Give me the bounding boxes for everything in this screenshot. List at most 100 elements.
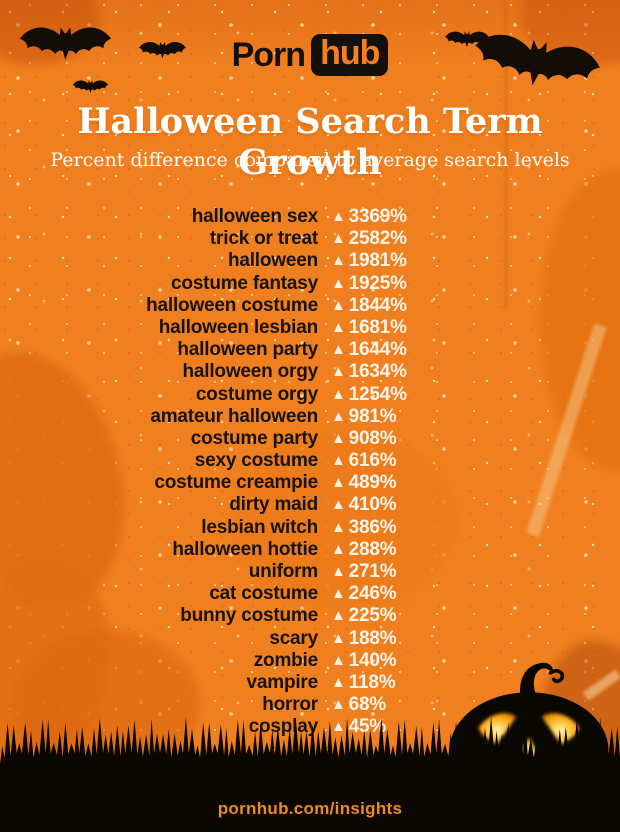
search-term-row: costume creampie ▲ 489% — [0, 472, 620, 494]
search-term-row: costume fantasy ▲ 1925% — [0, 273, 620, 295]
growth-value: ▲ 118% — [331, 671, 396, 694]
growth-percent: 2582% — [348, 228, 407, 250]
growth-value: ▲ 188% — [331, 627, 397, 650]
growth-value: ▲ 140% — [331, 649, 397, 672]
up-arrow-icon: ▲ — [331, 208, 346, 225]
growth-percent: 225% — [348, 605, 397, 627]
search-term-row: cosplay ▲ 45% — [0, 716, 620, 738]
growth-percent: 616% — [348, 450, 397, 472]
growth-value: ▲ 1254% — [331, 384, 407, 406]
growth-percent: 1644% — [348, 339, 407, 361]
search-term-row: horror ▲ 68% — [0, 694, 620, 716]
search-term-row: zombie ▲ 140% — [0, 650, 620, 672]
growth-value: ▲ 1925% — [331, 273, 407, 295]
growth-percent: 188% — [348, 627, 397, 649]
up-arrow-icon: ▲ — [331, 651, 346, 669]
search-term-label: lesbian witch — [201, 516, 318, 538]
pornhub-logo: Porn hub — [0, 34, 620, 76]
growth-percent: 271% — [348, 561, 397, 582]
up-arrow-icon: ▲ — [331, 385, 346, 403]
search-term-label: costume party — [190, 427, 318, 449]
search-term-row: costume orgy ▲ 1254% — [0, 384, 620, 406]
grunge-blob — [230, 430, 460, 610]
growth-percent: 410% — [348, 494, 397, 516]
search-term-list: halloween sex ▲ 3369% trick or treat ▲ 258… — [0, 206, 620, 739]
up-arrow-icon: ▲ — [331, 607, 346, 625]
search-term-row: halloween ▲ 1981% — [0, 250, 620, 272]
growth-percent: 981% — [348, 405, 397, 427]
growth-value: ▲ 489% — [331, 472, 397, 494]
growth-value: ▲ 288% — [331, 538, 397, 561]
search-term-label: halloween hottie — [172, 538, 318, 560]
search-term-label: bunny costume — [180, 605, 318, 627]
growth-value: ▲ 616% — [331, 450, 397, 472]
search-term-label: dirty maid — [229, 494, 318, 516]
up-arrow-icon: ▲ — [331, 563, 346, 580]
search-term-row: sexy costume ▲ 616% — [0, 450, 620, 472]
search-term-label: halloween party — [177, 339, 318, 361]
growth-value: ▲ 1844% — [331, 295, 407, 317]
up-arrow-icon: ▲ — [331, 341, 346, 359]
growth-percent: 908% — [348, 427, 397, 449]
search-term-row: amateur halloween ▲ 981% — [0, 406, 620, 428]
up-arrow-icon: ▲ — [331, 407, 346, 425]
search-term-row: dirty maid ▲ 410% — [0, 494, 620, 516]
search-term-row: trick or treat ▲ 2582% — [0, 228, 620, 250]
growth-value: ▲ 981% — [331, 405, 397, 428]
growth-percent: 140% — [348, 649, 397, 671]
page-subtitle: Percent difference compared to average s… — [50, 149, 570, 171]
search-term-row: bunny costume ▲ 225% — [0, 605, 620, 627]
up-arrow-icon: ▲ — [331, 274, 346, 292]
growth-value: ▲ 3369% — [331, 206, 407, 228]
search-term-label: halloween — [227, 250, 318, 272]
search-term-row: cat costume ▲ 246% — [0, 583, 620, 605]
footer-bar: pornhub.com/insights — [0, 790, 620, 832]
growth-value: ▲ 908% — [331, 427, 397, 450]
growth-value: ▲ 45% — [331, 716, 386, 738]
growth-percent: 68% — [348, 694, 387, 716]
growth-percent: 1981% — [348, 250, 407, 272]
up-arrow-icon: ▲ — [331, 452, 346, 470]
search-term-label: horror — [262, 694, 318, 716]
search-term-label: halloween costume — [146, 294, 318, 316]
up-arrow-icon: ▲ — [331, 474, 346, 492]
up-arrow-icon: ▲ — [331, 585, 346, 603]
growth-percent: 1254% — [348, 383, 407, 405]
up-arrow-icon: ▲ — [331, 696, 346, 714]
search-term-row: halloween orgy ▲ 1634% — [0, 361, 620, 383]
search-term-label: trick or treat — [209, 228, 318, 250]
growth-value: ▲ 225% — [331, 605, 397, 627]
growth-value: ▲ 271% — [331, 561, 397, 583]
search-term-row: costume party ▲ 908% — [0, 428, 620, 450]
search-term-label: scary — [269, 627, 318, 649]
search-term-label: zombie — [253, 649, 318, 671]
growth-value: ▲ 410% — [331, 494, 397, 516]
growth-percent: 288% — [348, 538, 397, 560]
search-term-row: halloween lesbian ▲ 1681% — [0, 317, 620, 339]
search-term-label: cat costume — [209, 583, 318, 605]
up-arrow-icon: ▲ — [331, 629, 346, 647]
growth-value: ▲ 386% — [331, 517, 397, 539]
growth-percent: 489% — [348, 472, 397, 494]
up-arrow-icon: ▲ — [331, 318, 346, 336]
growth-value: ▲ 68% — [331, 694, 386, 716]
growth-value: ▲ 1634% — [331, 361, 407, 383]
search-term-label: amateur halloween — [150, 405, 318, 427]
footer-url[interactable]: pornhub.com/insights — [217, 799, 403, 818]
search-term-label: costume creampie — [154, 472, 318, 494]
up-arrow-icon: ▲ — [331, 230, 346, 248]
growth-percent: 118% — [348, 671, 396, 693]
up-arrow-icon: ▲ — [331, 252, 346, 270]
search-term-row: halloween costume ▲ 1844% — [0, 295, 620, 317]
bat-icon — [72, 80, 109, 94]
growth-percent: 45% — [348, 716, 387, 738]
growth-percent: 1634% — [348, 361, 407, 383]
search-term-row: uniform ▲ 271% — [0, 561, 620, 583]
search-term-label: cosplay — [248, 716, 319, 738]
up-arrow-icon: ▲ — [331, 540, 346, 558]
up-arrow-icon: ▲ — [331, 296, 346, 314]
growth-value: ▲ 2582% — [331, 228, 407, 250]
growth-percent: 1844% — [348, 294, 407, 316]
up-arrow-icon: ▲ — [331, 718, 346, 736]
